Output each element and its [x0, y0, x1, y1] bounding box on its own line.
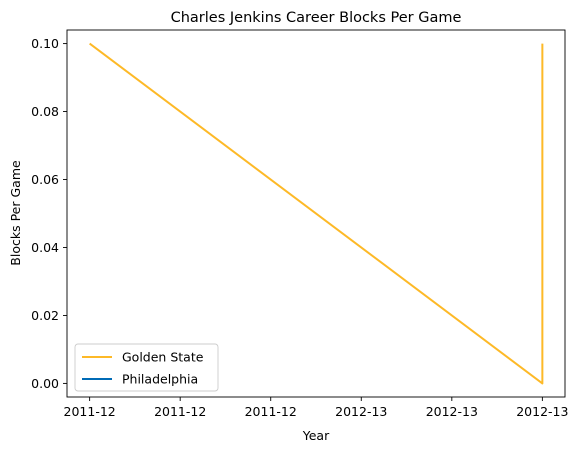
x-tick-label: 2012-13 — [516, 404, 568, 419]
series-line-golden-state — [90, 44, 543, 384]
chart-title: Charles Jenkins Career Blocks Per Game — [171, 10, 462, 26]
y-tick-label: 0.04 — [31, 240, 59, 255]
y-axis-ticks: 0.00 0.02 0.04 0.06 0.08 0.10 — [31, 36, 67, 391]
y-axis-label: Blocks Per Game — [8, 160, 23, 266]
legend-label-golden-state: Golden State — [122, 350, 204, 365]
legend: Golden State Philadelphia — [75, 344, 218, 391]
x-tick-label: 2011-12 — [245, 404, 297, 419]
y-tick-label: 0.00 — [31, 376, 59, 391]
y-tick-label: 0.08 — [31, 104, 59, 119]
x-tick-label: 2012-13 — [335, 404, 387, 419]
x-tick-label: 2011-12 — [64, 404, 116, 419]
legend-label-philadelphia: Philadelphia — [122, 372, 198, 387]
x-tick-label: 2011-12 — [154, 404, 206, 419]
x-axis-label: Year — [302, 428, 330, 443]
x-axis-ticks: 2011-12 2011-12 2011-12 2012-13 2012-13 2012-… — [64, 397, 569, 419]
plot-lines — [90, 44, 543, 384]
y-tick-label: 0.06 — [31, 172, 59, 187]
y-tick-label: 0.02 — [31, 308, 59, 323]
y-tick-label: 0.10 — [31, 36, 59, 51]
x-tick-label: 2012-13 — [426, 404, 478, 419]
